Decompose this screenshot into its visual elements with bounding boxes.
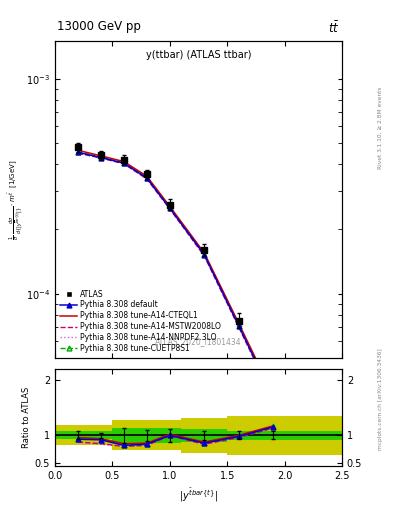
Text: ATLAS_2020_I1801434: ATLAS_2020_I1801434: [155, 337, 242, 346]
Legend: ATLAS, Pythia 8.308 default, Pythia 8.308 tune-A14-CTEQL1, Pythia 8.308 tune-A14: ATLAS, Pythia 8.308 default, Pythia 8.30…: [59, 288, 222, 355]
Text: $t\bar{t}$: $t\bar{t}$: [329, 20, 340, 36]
Text: Rivet 3.1.10, ≥ 2.8M events: Rivet 3.1.10, ≥ 2.8M events: [378, 87, 383, 169]
Y-axis label: Ratio to ATLAS: Ratio to ATLAS: [22, 387, 31, 448]
Text: y(ttbar) (ATLAS ttbar): y(ttbar) (ATLAS ttbar): [146, 51, 251, 60]
Text: 13000 GeV pp: 13000 GeV pp: [57, 20, 141, 33]
Text: mcplots.cern.ch [arXiv:1306.3436]: mcplots.cern.ch [arXiv:1306.3436]: [378, 349, 383, 450]
X-axis label: $|y^{\bar{t}bar\{t\}}|$: $|y^{\bar{t}bar\{t\}}|$: [179, 486, 218, 504]
Text: $\frac{1}{\sigma}\ \frac{d\sigma}{d\{|y^{\overline{t}ar\{t\}}|\}} \cdot m^{\bar{: $\frac{1}{\sigma}\ \frac{d\sigma}{d\{|y^…: [6, 159, 25, 240]
